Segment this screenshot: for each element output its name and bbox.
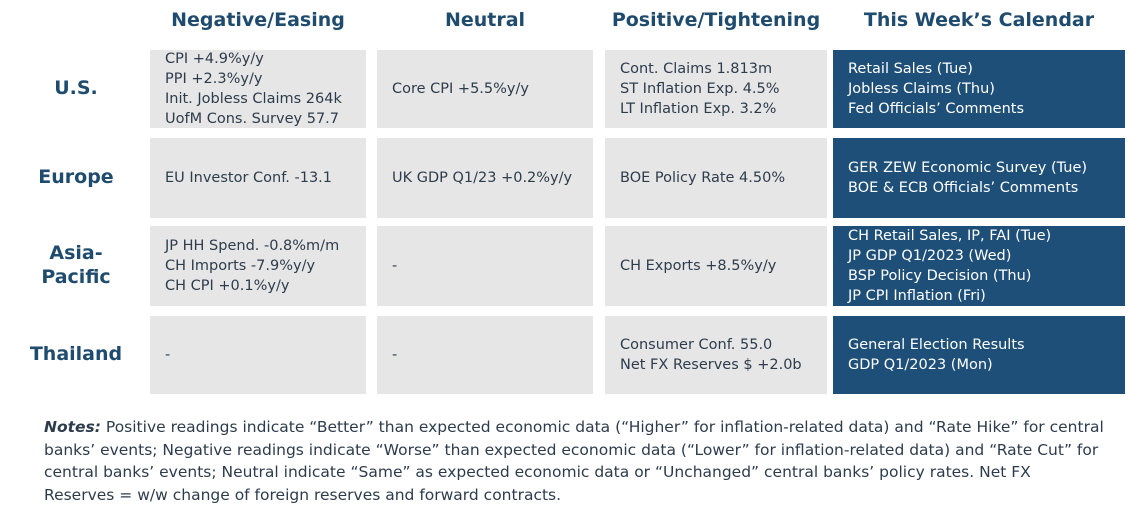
row-label-text: Europe (38, 166, 113, 190)
calendar-event: GDP Q1/2023 (Mon) (848, 357, 993, 373)
header-positive-tightening: Positive/Tightening (611, 9, 821, 31)
row-label-europe: Europe (8, 138, 144, 218)
cell-thailand-positive: Consumer Conf. 55.0 Net FX Reserves $ +2.… (605, 316, 827, 394)
row-label-line: U.S. (54, 77, 98, 100)
cell-us-negative: CPI +4.9%y/y PPI +2.3%y/y Init. Jobless Cl… (150, 50, 366, 128)
calendar-event: General Election Results (848, 337, 1025, 353)
calendar-event: CH Retail Sales, IP, FAI (Tue) (848, 228, 1052, 244)
calendar-event: BOE & ECB Officials’ Comments (848, 180, 1079, 196)
row-label-text: Asia- Pacific (41, 242, 110, 290)
cell-asia-pacific-neutral: - (377, 226, 593, 306)
row-label-thailand: Thailand (8, 316, 144, 394)
indicator-reading: - (392, 347, 398, 363)
cell-europe-neutral: UK GDP Q1/23 +0.2%y/y (377, 138, 593, 218)
calendar-event: JP CPI Inflation (Fri) (848, 288, 986, 304)
calendar-event: Retail Sales (Tue) (848, 61, 973, 77)
cell-us-calendar: Retail Sales (Tue) Jobless Claims (Thu) Fe… (833, 50, 1125, 128)
row-label-line: Thailand (29, 343, 123, 366)
header-this-weeks-calendar: This Week’s Calendar (863, 9, 1095, 31)
indicator-reading: ST Inflation Exp. 4.5% (620, 81, 780, 97)
header-negative-easing: Negative/Easing (171, 9, 345, 31)
indicator-reading: - (392, 258, 398, 274)
indicator-reading: BOE Policy Rate 4.50% (620, 170, 786, 186)
indicator-reading: CH Exports +8.5%y/y (620, 258, 777, 274)
indicator-reading: PPI +2.3%y/y (165, 71, 263, 87)
indicator-reading: CH CPI +0.1%y/y (165, 278, 290, 294)
cell-thailand-calendar: General Election Results GDP Q1/2023 (Mon… (833, 316, 1125, 394)
notes-label: Notes: (44, 418, 101, 436)
indicator-reading: EU Investor Conf. -13.1 (165, 170, 333, 186)
row-label-asia-pacific: Asia- Pacific (8, 226, 144, 306)
cell-thailand-neutral: - (377, 316, 593, 394)
indicator-reading: UofM Cons. Survey 57.7 (165, 111, 339, 127)
indicator-reading: - (165, 347, 171, 363)
calendar-event: GER ZEW Economic Survey (Tue) (848, 160, 1088, 176)
row-label-line: Pacific (41, 266, 111, 288)
indicator-reading: Consumer Conf. 55.0 (620, 337, 773, 353)
cell-asia-pacific-positive: CH Exports +8.5%y/y (605, 226, 827, 306)
indicator-reading: Core CPI +5.5%y/y (392, 81, 529, 97)
indicator-reading: Cont. Claims 1.813m (620, 61, 773, 77)
indicator-reading: CPI +4.9%y/y (165, 51, 264, 67)
indicator-reading: CH Imports -7.9%y/y (165, 258, 316, 274)
calendar-event: BSP Policy Decision (Thu) (848, 268, 1032, 284)
indicator-reading: LT Inflation Exp. 3.2% (620, 101, 777, 117)
row-label-us: U.S. (8, 50, 144, 128)
indicator-reading: UK GDP Q1/23 +0.2%y/y (392, 170, 573, 186)
cell-asia-pacific-calendar: CH Retail Sales, IP, FAI (Tue) JP GDP Q1/… (833, 226, 1125, 306)
indicator-reading: JP HH Spend. -0.8%m/m (165, 238, 340, 254)
cell-asia-pacific-negative: JP HH Spend. -0.8%m/m CH Imports -7.9%y/y… (150, 226, 366, 306)
header-neutral: Neutral (444, 9, 526, 31)
row-label-line: Asia- (49, 242, 103, 265)
calendar-event: Jobless Claims (Thu) (848, 81, 995, 97)
row-label-text: Thailand (30, 343, 122, 367)
calendar-event: JP GDP Q1/2023 (Wed) (848, 248, 1012, 264)
cell-us-neutral: Core CPI +5.5%y/y (377, 50, 593, 128)
indicator-reading: Init. Jobless Claims 264k (165, 91, 342, 107)
cell-europe-calendar: GER ZEW Economic Survey (Tue) BOE & ECB O… (833, 138, 1125, 218)
cell-europe-negative: EU Investor Conf. -13.1 (150, 138, 366, 218)
cell-us-positive: Cont. Claims 1.813m ST Inflation Exp. 4.5… (605, 50, 827, 128)
row-label-line: Europe (38, 166, 114, 189)
indicator-reading: Net FX Reserves $ +2.0b (620, 357, 802, 373)
notes-paragraph: Notes: Positive readings indicate “Bette… (44, 416, 1104, 506)
cell-europe-positive: BOE Policy Rate 4.50% (605, 138, 827, 218)
cell-thailand-negative: - (150, 316, 366, 394)
calendar-event: Fed Officials’ Comments (848, 101, 1024, 117)
notes-text: Positive readings indicate “Better” than… (44, 418, 1104, 504)
row-label-text: U.S. (54, 77, 98, 101)
